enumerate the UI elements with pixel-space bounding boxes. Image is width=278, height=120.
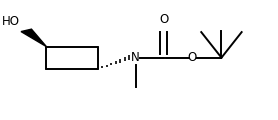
Text: HO: HO: [1, 15, 19, 28]
Polygon shape: [21, 29, 46, 47]
Text: O: O: [187, 51, 197, 64]
Text: O: O: [159, 13, 168, 26]
Text: N: N: [131, 51, 140, 64]
